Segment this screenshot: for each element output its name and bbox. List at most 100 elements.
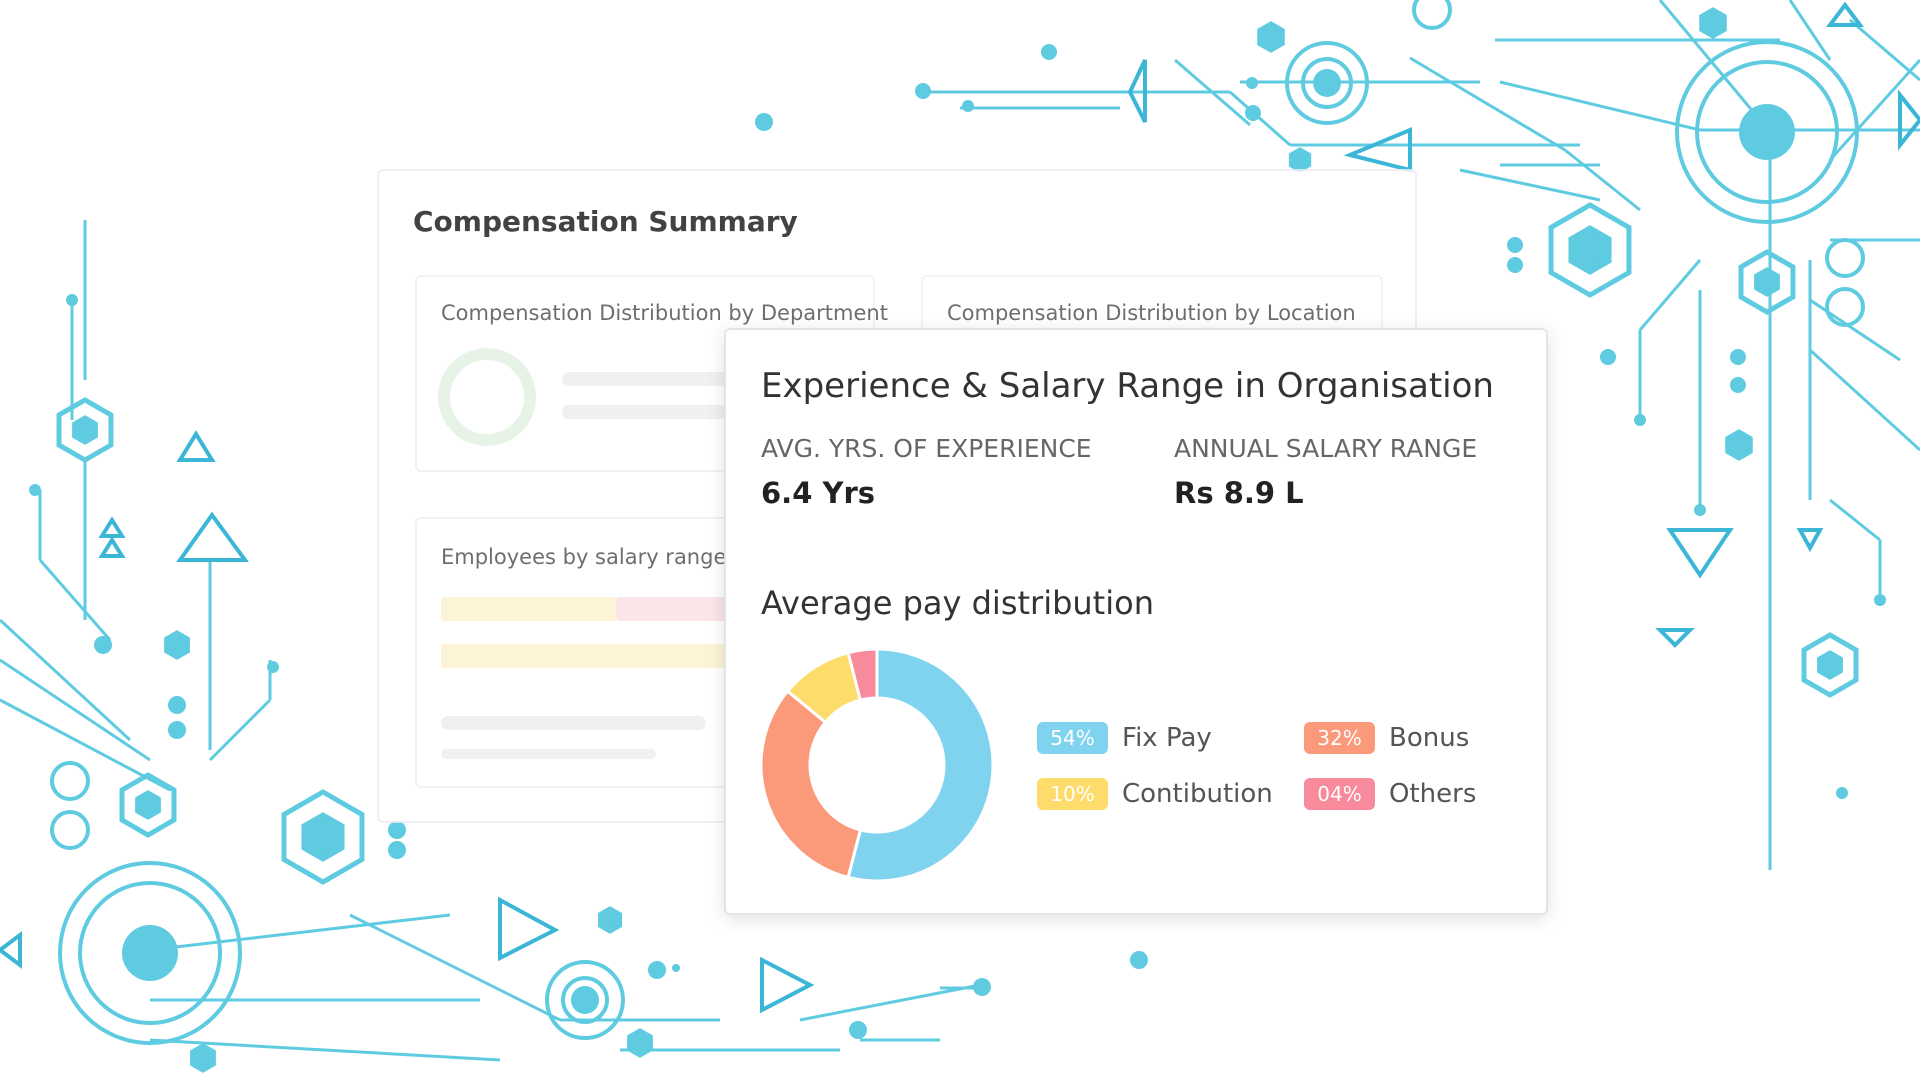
circuit-ring <box>561 976 609 1024</box>
stat-value: Rs 8.9 L <box>1174 476 1304 510</box>
circuit-line <box>799 983 981 1022</box>
legend-value: 54% <box>1037 722 1108 754</box>
circuit-line <box>1638 259 1702 331</box>
circuit-node <box>1739 104 1795 160</box>
circuit-line <box>149 913 451 952</box>
placeholder-bar <box>441 749 656 759</box>
circuit-dot <box>168 721 186 739</box>
circuit-arrow <box>176 511 249 562</box>
circuit-dot <box>1730 377 1746 393</box>
circuit-dot <box>672 964 680 972</box>
circuit-dot <box>267 661 279 673</box>
circuit-line <box>1788 0 1832 61</box>
circuit-dot <box>1246 77 1258 89</box>
circuit-hex <box>72 415 98 445</box>
circuit-node <box>1313 69 1341 97</box>
circuit-dot <box>973 978 991 996</box>
circuit-ring <box>50 761 90 801</box>
circuit-dot <box>1730 349 1746 365</box>
circuit-ring <box>1825 238 1865 278</box>
circuit-line <box>349 913 561 1022</box>
circuit-dot <box>1507 237 1523 253</box>
circuit-hex <box>1754 267 1780 297</box>
circuit-arrow <box>1343 127 1412 173</box>
legend-label: Bonus <box>1389 723 1470 753</box>
circuit-dot <box>1507 257 1523 273</box>
circuit-dot <box>29 484 41 496</box>
placeholder-bar <box>441 597 616 621</box>
circuit-ring <box>1301 57 1353 109</box>
circuit-line <box>1828 58 1920 162</box>
circuit-dot <box>1245 105 1261 121</box>
circuit-dot <box>1600 349 1616 365</box>
circuit-hex <box>1801 632 1859 698</box>
circuit-hex <box>1288 147 1312 173</box>
circuit-line <box>1849 18 1920 82</box>
legend-value: 32% <box>1304 722 1375 754</box>
stat-label: AVG. YRS. OF EXPERIENCE <box>761 434 1092 463</box>
circuit-ring <box>545 960 625 1040</box>
circuit-hex <box>1548 202 1632 298</box>
circuit-hex <box>1817 650 1843 680</box>
circuit-arrow <box>760 956 815 1014</box>
circuit-line <box>208 698 272 762</box>
circuit-hex <box>1738 249 1796 315</box>
placeholder-ring <box>438 348 536 446</box>
circuit-dot <box>915 83 931 99</box>
legend-label: Fix Pay <box>1122 723 1212 753</box>
circuit-dot <box>849 1021 867 1039</box>
circuit-ring <box>1825 287 1865 327</box>
circuit-dot <box>1694 504 1706 516</box>
donut-chart <box>759 647 995 883</box>
circuit-hex <box>281 789 365 885</box>
circuit-hex <box>597 906 623 934</box>
circuit-hex <box>1725 429 1753 461</box>
circuit-dot <box>1836 787 1848 799</box>
summary-title: Compensation Summary <box>413 205 798 238</box>
legend-value: 10% <box>1037 778 1108 810</box>
circuit-hex <box>56 397 114 463</box>
circuit-dot <box>962 100 974 112</box>
circuit-ring <box>78 881 222 1025</box>
circuit-dot <box>1634 414 1646 426</box>
circuit-ring <box>1675 40 1859 224</box>
circuit-dot <box>168 696 186 714</box>
legend-value: 04% <box>1304 778 1375 810</box>
circuit-ring <box>50 810 90 850</box>
circuit-hex <box>301 812 345 862</box>
circuit-line <box>0 698 171 792</box>
circuit-arrow <box>176 430 216 462</box>
circuit-arrow <box>1898 89 1920 151</box>
donut-slice <box>759 688 863 880</box>
circuit-arrow <box>1127 59 1147 123</box>
stat-value: 6.4 Yrs <box>761 476 876 510</box>
card-title: Compensation Distribution by Department <box>441 301 888 325</box>
circuit-dot <box>388 821 406 839</box>
circuit-line <box>38 559 112 641</box>
stat-label: ANNUAL SALARY RANGE <box>1174 434 1478 463</box>
circuit-dot <box>1041 44 1057 60</box>
circuit-dot <box>66 294 78 306</box>
legend-label: Others <box>1389 779 1477 809</box>
donut-slice <box>846 647 995 883</box>
circuit-dot <box>1130 951 1148 969</box>
circuit-hex <box>135 790 161 820</box>
circuit-line <box>1829 498 1881 542</box>
circuit-node <box>122 925 178 981</box>
circuit-arrow <box>98 536 126 558</box>
circuit-dot <box>755 113 773 131</box>
circuit-arrow <box>0 931 22 969</box>
circuit-dot <box>1874 594 1886 606</box>
circuit-hex <box>164 630 190 660</box>
circuit-hex <box>1568 225 1612 275</box>
circuit-arrow <box>498 896 560 962</box>
circuit-hex <box>119 772 177 838</box>
experience-popup: Experience & Salary Range in Organisatio… <box>724 328 1548 915</box>
circuit-dot <box>94 636 112 654</box>
circuit-arrow <box>1655 628 1695 648</box>
circuit-arrow <box>1666 528 1734 579</box>
circuit-arrow <box>1826 1 1864 27</box>
circuit-ring <box>1412 0 1452 30</box>
